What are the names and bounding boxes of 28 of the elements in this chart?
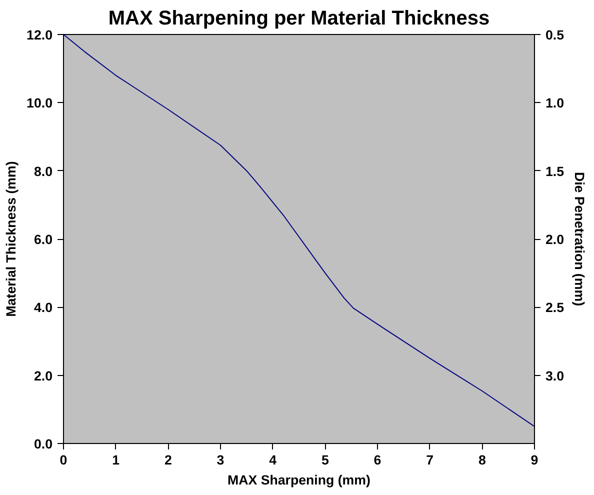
y-tick-label: 0.0 <box>34 436 53 452</box>
y2-tick-label: 2.0 <box>546 232 564 247</box>
x-tick-label: 9 <box>530 452 538 468</box>
chart-title: MAX Sharpening per Material Thickness <box>108 8 490 30</box>
x-tick-label: 6 <box>374 452 382 468</box>
x-tick-label: 2 <box>164 452 172 468</box>
y2-tick-label: 3.0 <box>546 368 564 384</box>
y2-tick-label: 1.0 <box>546 96 564 111</box>
x-tick-label: 0 <box>60 452 68 468</box>
y2-tick-label: 1.5 <box>546 164 565 179</box>
y2-tick-label: 2.5 <box>546 300 565 316</box>
y-tick-label: 4.0 <box>34 300 53 316</box>
x-axis-title: MAX Sharpening (mm) <box>228 472 370 488</box>
y-axis-title: Material Thickness (mm) <box>4 161 19 317</box>
y-tick-label: 10.0 <box>26 96 53 111</box>
y-tick-label: 12.0 <box>26 28 53 42</box>
y-tick-label: 8.0 <box>34 164 53 179</box>
y2-tick-label: 0.5 <box>546 28 565 42</box>
x-tick-label: 4 <box>269 452 278 468</box>
x-tick-label: 3 <box>216 452 224 468</box>
x-tick-label: 5 <box>321 452 330 468</box>
x-tick-label: 7 <box>426 452 434 468</box>
y-tick-label: 6.0 <box>34 232 53 247</box>
x-tick-label: 8 <box>478 452 486 468</box>
line-series <box>64 34 534 427</box>
y-tick-label: 2.0 <box>34 368 53 384</box>
x-tick-label: 1 <box>112 452 120 468</box>
y2-axis-title: Die Penetration (mm) <box>572 172 588 306</box>
